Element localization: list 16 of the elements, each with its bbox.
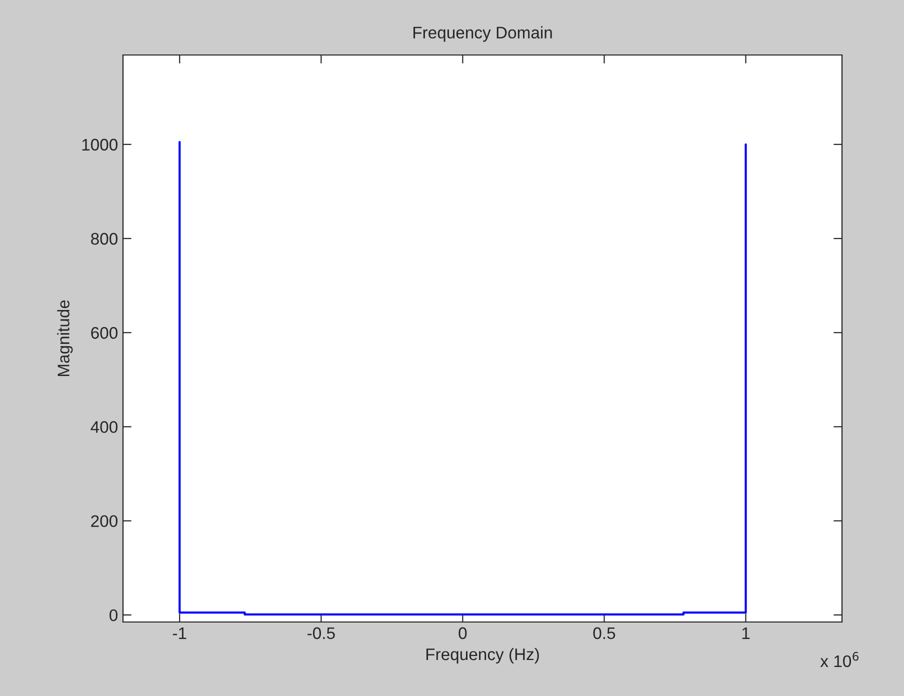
x-tick-label: 0: [458, 627, 467, 640]
y-axis-title: Magnitude: [57, 300, 73, 376]
x-axis-title: Frequency (Hz): [426, 648, 539, 664]
y-tick-label: 1000: [82, 138, 118, 151]
text: x 10$^{6}$: [820, 652, 859, 668]
y-tick-label: 400: [90, 421, 118, 433]
x-tick-label: 1: [742, 627, 750, 639]
x-tick-label: -0.5: [308, 627, 335, 640]
y-tick-label: 800: [91, 232, 118, 245]
y-tick-label: 0: [110, 609, 118, 622]
y-tick-label: 600: [91, 327, 118, 339]
x-tick-label: -1: [172, 627, 186, 639]
chart-title: Frequency Domain: [413, 26, 552, 42]
y-tick-label: 200: [91, 515, 118, 528]
line-series: [178, 141, 747, 616]
x-tick-label: 0.5: [593, 627, 616, 640]
